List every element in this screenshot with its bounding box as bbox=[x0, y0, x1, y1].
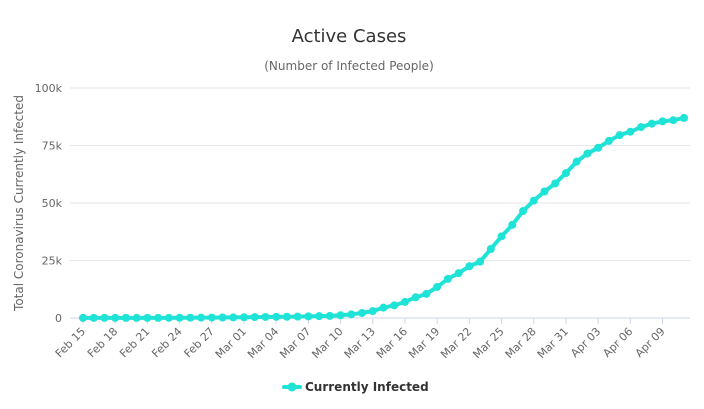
data-point[interactable] bbox=[250, 313, 259, 322]
legend-marker bbox=[287, 382, 297, 392]
data-point[interactable] bbox=[594, 143, 603, 152]
y-axis-label: Total Coronavirus Currently Infected bbox=[12, 95, 26, 312]
data-point[interactable] bbox=[272, 312, 281, 321]
x-tick-label: Mar 19 bbox=[406, 325, 442, 361]
x-tick-label: Mar 16 bbox=[374, 325, 410, 361]
x-tick-label: Mar 28 bbox=[503, 325, 539, 361]
y-tick-label: 0 bbox=[55, 312, 62, 325]
data-point[interactable] bbox=[390, 301, 399, 310]
data-point[interactable] bbox=[551, 179, 560, 188]
data-point[interactable] bbox=[132, 313, 141, 322]
data-point[interactable] bbox=[336, 311, 345, 320]
data-point[interactable] bbox=[121, 313, 130, 322]
data-point[interactable] bbox=[293, 312, 302, 321]
data-point[interactable] bbox=[282, 312, 291, 321]
data-point[interactable] bbox=[572, 157, 581, 166]
data-point[interactable] bbox=[111, 313, 120, 322]
data-point[interactable] bbox=[411, 293, 420, 302]
x-tick-label: Apr 06 bbox=[600, 325, 635, 360]
data-point[interactable] bbox=[175, 313, 184, 322]
data-point[interactable] bbox=[486, 245, 495, 253]
data-point[interactable] bbox=[379, 303, 388, 312]
data-point[interactable] bbox=[519, 207, 528, 216]
data-point[interactable] bbox=[89, 313, 98, 322]
x-tick-label: Mar 22 bbox=[438, 325, 474, 361]
x-tick-label: Mar 07 bbox=[277, 325, 313, 361]
data-point[interactable] bbox=[476, 257, 485, 266]
data-point[interactable] bbox=[143, 313, 152, 322]
data-point[interactable] bbox=[529, 196, 538, 205]
data-point[interactable] bbox=[540, 187, 549, 196]
y-tick-label: 25k bbox=[42, 255, 63, 268]
x-tick-label: Feb 18 bbox=[85, 325, 120, 360]
legend-label: Currently Infected bbox=[305, 380, 429, 394]
data-point[interactable] bbox=[443, 274, 452, 283]
data-point[interactable] bbox=[637, 123, 646, 132]
data-point[interactable] bbox=[465, 262, 474, 271]
data-point[interactable] bbox=[358, 308, 367, 317]
data-point[interactable] bbox=[79, 313, 87, 322]
x-tick-label: Mar 04 bbox=[245, 325, 281, 361]
data-point[interactable] bbox=[454, 269, 463, 278]
x-tick-label: Feb 24 bbox=[149, 325, 184, 360]
data-point[interactable] bbox=[315, 312, 324, 321]
data-point[interactable] bbox=[615, 131, 624, 140]
y-axis-ticks: 0 25k 50k 75k 100k bbox=[35, 82, 63, 325]
data-point[interactable] bbox=[368, 307, 377, 316]
y-tick-label: 50k bbox=[42, 197, 63, 210]
data-point[interactable] bbox=[658, 117, 667, 126]
data-point[interactable] bbox=[197, 313, 206, 322]
series-currently-infected bbox=[79, 113, 688, 322]
legend[interactable]: Currently Infected bbox=[282, 380, 429, 394]
data-point[interactable] bbox=[164, 313, 173, 322]
x-tick-label: Apr 03 bbox=[568, 325, 603, 360]
data-point[interactable] bbox=[433, 282, 442, 291]
series-line bbox=[81, 115, 686, 320]
data-point[interactable] bbox=[304, 312, 313, 321]
data-point[interactable] bbox=[626, 127, 635, 136]
data-point[interactable] bbox=[186, 313, 195, 322]
x-tick-label: Feb 27 bbox=[182, 325, 217, 360]
x-tick-label: Mar 31 bbox=[535, 325, 571, 361]
gridlines bbox=[70, 87, 690, 261]
data-point[interactable] bbox=[154, 313, 163, 322]
data-point[interactable] bbox=[561, 169, 570, 178]
y-tick-label: 100k bbox=[35, 82, 63, 95]
data-point[interactable] bbox=[229, 313, 238, 322]
chart-title: Active Cases bbox=[292, 26, 407, 47]
chart-subtitle: (Number of Infected People) bbox=[264, 59, 434, 73]
data-point[interactable] bbox=[218, 313, 227, 322]
data-point[interactable] bbox=[604, 136, 613, 145]
x-tick-label: Feb 15 bbox=[53, 325, 88, 360]
data-point[interactable] bbox=[508, 220, 517, 229]
x-tick-label: Mar 01 bbox=[213, 325, 249, 361]
data-point[interactable] bbox=[669, 116, 678, 125]
data-point[interactable] bbox=[239, 313, 248, 322]
data-point[interactable] bbox=[325, 311, 334, 320]
data-point[interactable] bbox=[680, 113, 688, 122]
y-tick-label: 75k bbox=[42, 140, 63, 153]
x-tick-label: Mar 25 bbox=[470, 325, 506, 361]
data-point[interactable] bbox=[400, 297, 409, 306]
data-point[interactable] bbox=[647, 119, 656, 128]
data-point[interactable] bbox=[100, 313, 109, 322]
x-tick-label: Apr 09 bbox=[633, 325, 668, 360]
x-tick-label: Mar 10 bbox=[309, 325, 345, 361]
data-point[interactable] bbox=[207, 313, 216, 322]
data-point[interactable] bbox=[347, 310, 356, 319]
data-point[interactable] bbox=[422, 289, 431, 298]
x-tick-label: Mar 13 bbox=[342, 325, 378, 361]
data-point[interactable] bbox=[583, 149, 592, 158]
data-point[interactable] bbox=[261, 312, 270, 321]
data-point[interactable] bbox=[497, 232, 506, 241]
x-tick-label: Feb 21 bbox=[117, 325, 152, 360]
